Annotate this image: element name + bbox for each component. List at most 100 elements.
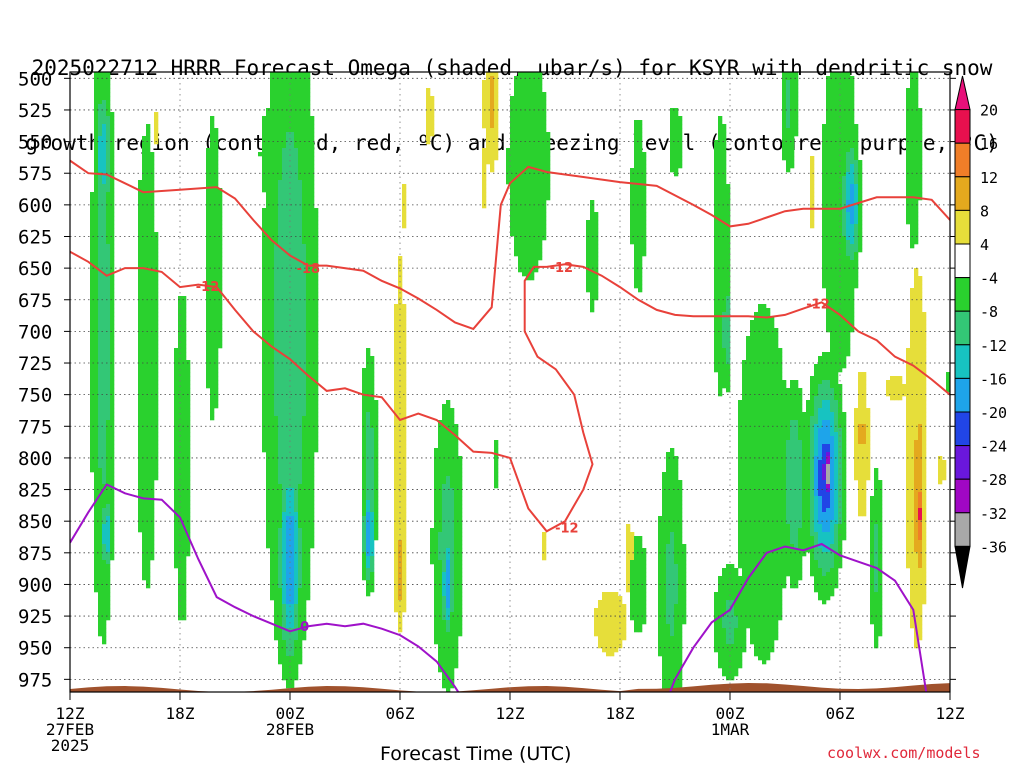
omega-cell (446, 508, 451, 513)
omega-cell (398, 284, 403, 289)
omega-cell (146, 172, 151, 177)
omega-cell (290, 644, 295, 649)
omega-cell (206, 164, 211, 169)
omega-cell (98, 76, 103, 81)
omega-cell (90, 328, 95, 333)
omega-cell (106, 336, 111, 341)
omega-cell (270, 440, 275, 445)
omega-cell (290, 504, 295, 509)
omega-cell (270, 320, 275, 325)
omega-cell (298, 504, 303, 509)
omega-cell (178, 308, 183, 313)
omega-cell (366, 556, 371, 561)
omega-cell (454, 648, 459, 653)
omega-cell (306, 232, 311, 237)
omega-cell (278, 468, 283, 473)
omega-cell (514, 240, 519, 245)
omega-cell (298, 124, 303, 129)
omega-cell (522, 140, 527, 145)
omega-cell (294, 208, 299, 213)
omega-cell (282, 104, 287, 109)
omega-cell (306, 556, 311, 561)
omega-cell (154, 340, 159, 345)
omega-cell (266, 296, 271, 301)
omega-cell (150, 164, 155, 169)
omega-cell (458, 536, 463, 541)
omega-cell (302, 72, 307, 77)
omega-cell (270, 400, 275, 405)
omega-cell (298, 572, 303, 577)
omega-cell (446, 472, 451, 477)
omega-cell (302, 92, 307, 97)
omega-cell (310, 248, 315, 253)
omega-cell (138, 300, 143, 305)
omega-cell (518, 164, 523, 169)
omega-cell (530, 256, 535, 261)
omega-cell (102, 256, 107, 261)
omega-cell (306, 312, 311, 317)
omega-cell (146, 544, 151, 549)
omega-cell (178, 608, 183, 613)
omega-cell (398, 520, 403, 525)
omega-cell (302, 180, 307, 185)
omega-cell (266, 480, 271, 485)
omega-cell (526, 220, 531, 225)
omega-cell (94, 404, 99, 409)
omega-cell (458, 584, 463, 589)
omega-cell (314, 372, 319, 377)
omega-cell (262, 136, 267, 141)
omega-cell (458, 504, 463, 509)
omega-cell (210, 320, 215, 325)
omega-cell (306, 432, 311, 437)
omega-cell (426, 136, 431, 141)
omega-cell (310, 280, 315, 285)
omega-cell (302, 104, 307, 109)
omega-cell (446, 448, 451, 453)
omega-cell (214, 256, 219, 261)
omega-cell (182, 484, 187, 489)
omega-cell (146, 412, 151, 417)
omega-cell (270, 356, 275, 361)
omega-cell (450, 668, 455, 673)
omega-cell (110, 384, 115, 389)
omega-cell (286, 380, 291, 385)
omega-cell (262, 340, 267, 345)
omega-cell (214, 372, 219, 377)
omega-cell (102, 440, 107, 445)
omega-cell (306, 548, 311, 553)
omega-cell (398, 484, 403, 489)
omega-cell (286, 492, 291, 497)
omega-cell (290, 488, 295, 493)
omega-cell (150, 360, 155, 365)
omega-cell (106, 608, 111, 613)
omega-cell (490, 140, 495, 145)
omega-cell (282, 420, 287, 425)
omega-cell (274, 428, 279, 433)
omega-cell (90, 368, 95, 373)
omega-cell (286, 552, 291, 557)
omega-cell (98, 196, 103, 201)
omega-cell (282, 152, 287, 157)
omega-cell (110, 436, 115, 441)
omega-cell (538, 180, 543, 185)
omega-cell (398, 572, 403, 577)
omega-cell (146, 332, 151, 337)
omega-cell (110, 312, 115, 317)
omega-cell (514, 252, 519, 257)
omega-cell (206, 268, 211, 273)
omega-cell (294, 204, 299, 209)
omega-cell (306, 592, 311, 597)
omega-cell (302, 308, 307, 313)
omega-cell (282, 412, 287, 417)
omega-cell (434, 600, 439, 605)
omega-cell (522, 124, 527, 129)
omega-cell (362, 496, 367, 501)
omega-cell (214, 192, 219, 197)
omega-cell (302, 444, 307, 449)
omega-cell (310, 372, 315, 377)
omega-cell (306, 180, 311, 185)
omega-cell (154, 452, 159, 457)
omega-cell (522, 92, 527, 97)
omega-cell (538, 96, 543, 101)
omega-cell (402, 420, 407, 425)
